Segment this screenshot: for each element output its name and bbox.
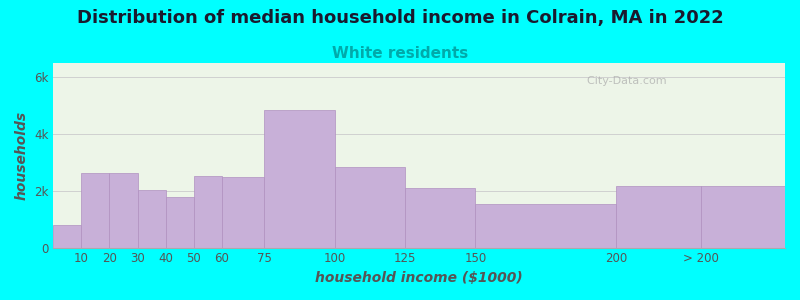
Bar	[82, 173, 110, 248]
X-axis label: household income ($1000): household income ($1000)	[315, 271, 523, 285]
Bar	[701, 186, 785, 248]
Bar	[264, 110, 334, 248]
Bar	[475, 204, 616, 248]
Bar	[616, 186, 701, 248]
Y-axis label: households: households	[15, 111, 29, 200]
Text: City-Data.com: City-Data.com	[580, 76, 666, 86]
Text: Distribution of median household income in Colrain, MA in 2022: Distribution of median household income …	[77, 9, 723, 27]
Bar	[53, 226, 82, 248]
Bar	[138, 190, 166, 248]
Bar	[194, 176, 222, 248]
Bar	[166, 197, 194, 248]
Bar	[405, 188, 475, 248]
Text: White residents: White residents	[332, 46, 468, 62]
Bar	[110, 173, 138, 248]
Bar	[222, 177, 264, 248]
Bar	[334, 167, 405, 248]
